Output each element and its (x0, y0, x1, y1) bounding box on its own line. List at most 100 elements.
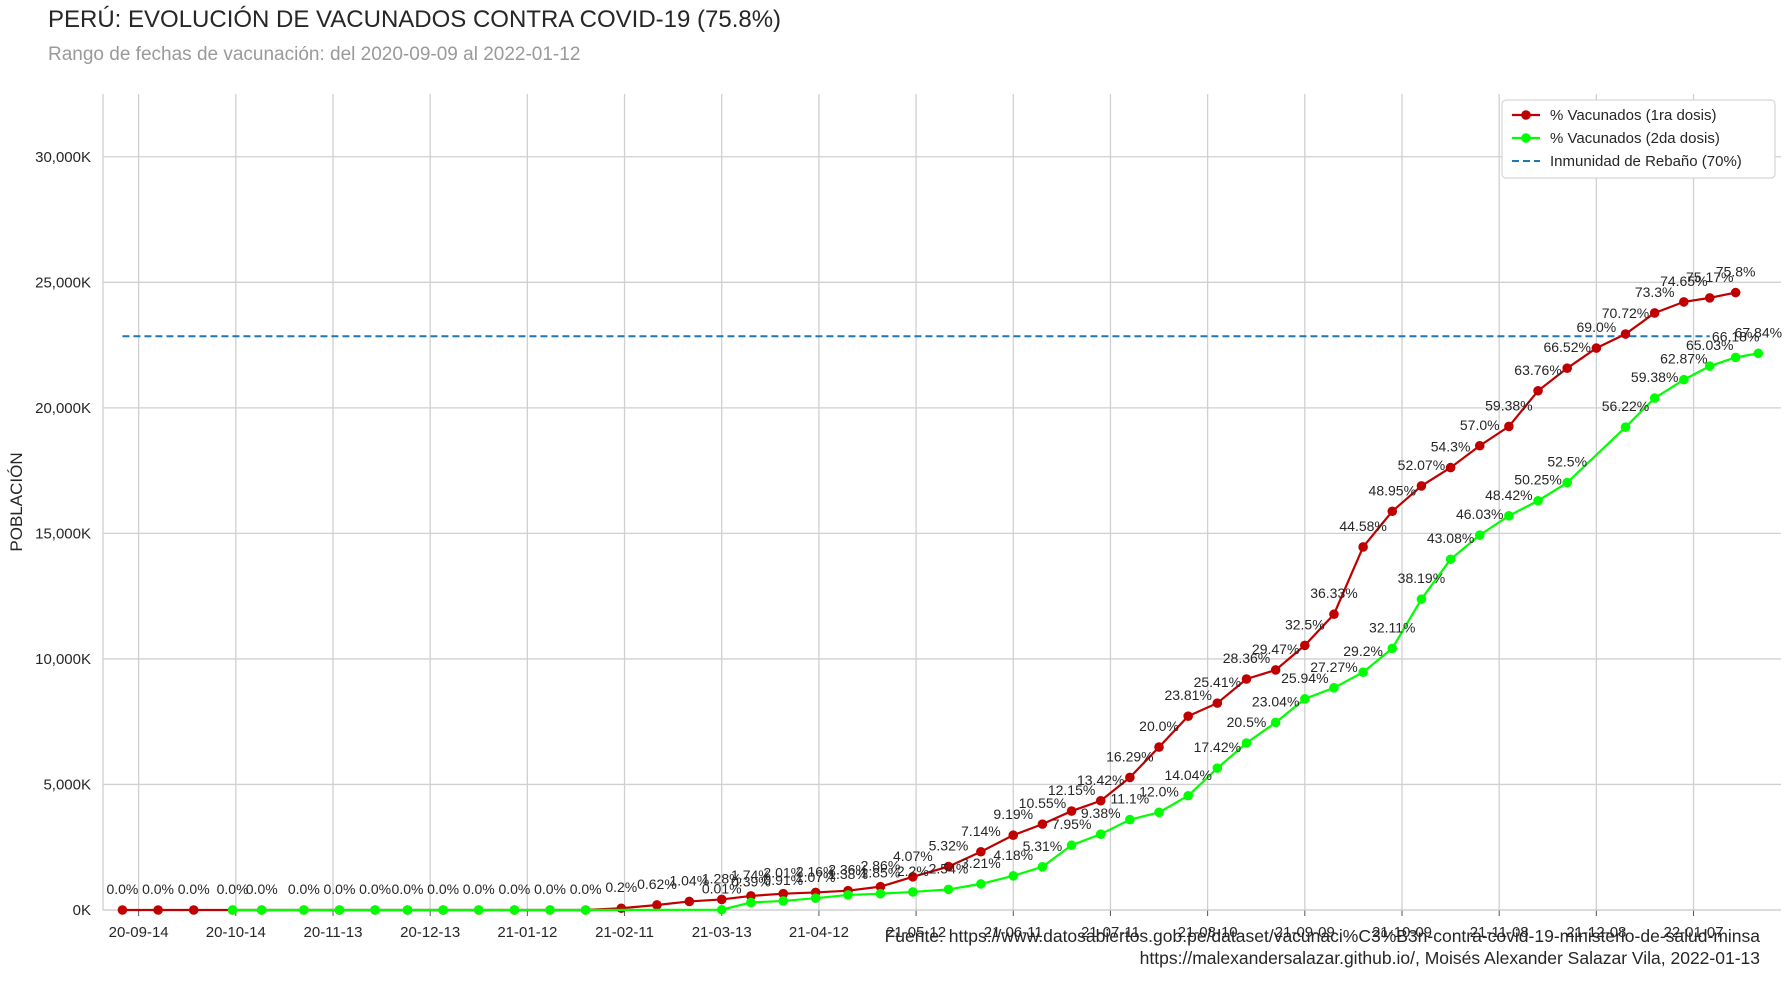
data-label-dose1: 44.58% (1339, 518, 1386, 534)
data-point-dose2 (746, 897, 756, 908)
legend-label-herd: Inmunidad de Rebaño (70%) (1550, 153, 1742, 170)
data-point-dose1 (1591, 343, 1602, 353)
data-label-dose1: 1.28% (702, 870, 742, 886)
data-label-dose2: 66.18% (1712, 328, 1759, 344)
data-label-dose1: 0.62% (637, 876, 677, 892)
data-point-dose2 (1533, 495, 1543, 506)
data-label-dose2: 14.04% (1164, 767, 1211, 783)
source-line-2: https://malexandersalazar.github.io/, Mo… (1139, 948, 1760, 968)
x-tick-label: 20-09-14 (109, 924, 169, 941)
data-point-dose2 (908, 887, 918, 897)
data-point-dose1 (1037, 819, 1048, 829)
x-tick-label: 21-02-11 (595, 924, 654, 941)
data-label-dose2: 2.2% (897, 863, 929, 879)
data-label-dose2: 50.25% (1514, 472, 1561, 488)
data-point-dose1 (1270, 665, 1281, 675)
data-label-dose1: 0.0% (246, 881, 278, 897)
data-point-dose2 (256, 905, 267, 915)
data-label-dose2: 56.22% (1602, 398, 1649, 414)
data-point-dose2 (1562, 477, 1573, 488)
data-label-dose1: 0.0% (324, 881, 356, 897)
y-axis-label: POBLACIÓN (7, 452, 26, 551)
data-point-dose1 (684, 896, 695, 907)
data-point-dose2 (1445, 554, 1456, 565)
data-point-dose1 (908, 872, 918, 882)
data-label-dose1: 0.0% (288, 881, 320, 897)
data-label-dose1: 2.16% (796, 863, 836, 879)
data-label-dose1: 66.52% (1543, 339, 1590, 355)
data-point-dose2 (438, 905, 448, 915)
data-label-dose2: 59.38% (1631, 369, 1678, 385)
data-point-dose2 (875, 888, 886, 899)
x-tick-label: 21-07-11 (1081, 924, 1140, 941)
data-label-dose2: 67.84% (1735, 324, 1782, 340)
data-point-dose1 (616, 903, 627, 914)
data-label-dose1: 25.41% (1194, 674, 1241, 690)
data-point-dose2 (1066, 840, 1077, 851)
data-label-dose1: 23.81% (1164, 687, 1211, 703)
data-label-dose2: 1.07% (796, 869, 836, 885)
data-point-dose2 (580, 905, 591, 915)
data-label-dose1: 75.17% (1686, 269, 1733, 285)
data-label-dose1: 0.0% (427, 881, 459, 897)
data-label-dose1: 0.2% (605, 879, 637, 895)
data-label-dose1: 0.0% (106, 881, 138, 897)
data-point-dose1 (1212, 698, 1223, 708)
data-point-dose2 (1125, 814, 1135, 825)
data-point-dose2 (943, 884, 954, 895)
data-label-dose2: 7.95% (1052, 816, 1092, 832)
x-tick-label: 20-10-14 (206, 924, 266, 941)
legend-box (1501, 99, 1776, 179)
data-point-dose2 (1416, 594, 1427, 604)
data-label-dose1: 0.0% (392, 881, 424, 897)
data-point-dose2 (1753, 348, 1764, 359)
data-label-dose2: 38.19% (1398, 570, 1445, 586)
data-label-dose2: 5.31% (1023, 838, 1063, 854)
data-label-dose1: 0.0% (570, 881, 602, 897)
data-label-dose1: 32.5% (1285, 616, 1325, 632)
series-line-dose1 (122, 291, 1736, 912)
data-point-dose2 (1270, 717, 1281, 728)
data-point-dose2 (1183, 790, 1193, 801)
data-point-dose1 (1649, 308, 1660, 318)
x-tick-label: 21-04-12 (789, 924, 849, 941)
data-point-dose2 (1358, 667, 1368, 678)
data-point-dose1 (1620, 329, 1631, 339)
data-point-dose2 (843, 890, 853, 900)
data-label-dose2: 1.85% (861, 865, 901, 881)
data-label-dose2: 12.0% (1139, 783, 1179, 799)
data-point-dose2 (1504, 511, 1514, 521)
data-point-dose2 (545, 905, 555, 915)
data-point-dose2 (1474, 530, 1485, 540)
x-tick-label: 21-01-12 (497, 924, 557, 941)
series-line-dose2 (232, 352, 1759, 912)
data-point-dose2 (1241, 738, 1252, 748)
data-label-dose1: 16.29% (1106, 748, 1153, 764)
data-label-dose1: 2.36% (828, 862, 868, 878)
data-point-dose1 (716, 894, 727, 905)
data-label-dose1: 9.19% (993, 806, 1033, 822)
data-label-dose1: 0.0% (359, 881, 391, 897)
data-label-dose2: 52.5% (1547, 454, 1587, 470)
data-point-dose2 (1037, 862, 1048, 872)
x-tick-label: 21-05-12 (886, 924, 946, 941)
y-tick-label: 25,000K (35, 274, 91, 291)
data-label-dose1: 10.55% (1019, 795, 1066, 811)
data-point-dose2 (716, 904, 727, 915)
data-point-dose1 (1474, 440, 1485, 451)
data-label-dose2: 20.5% (1227, 714, 1267, 730)
data-point-dose2 (509, 905, 520, 915)
data-point-dose2 (299, 905, 309, 915)
data-label-dose2: 29.2% (1343, 643, 1383, 659)
data-point-dose1 (875, 881, 886, 892)
data-label-dose2: 3.21% (961, 855, 1001, 871)
data-point-dose2 (402, 905, 413, 915)
data-label-dose1: 36.33% (1310, 585, 1357, 601)
data-point-dose2 (1300, 694, 1310, 704)
data-label-dose1: 57.0% (1460, 417, 1500, 433)
data-point-dose2 (778, 896, 789, 906)
data-label-dose2: 25.94% (1281, 670, 1328, 686)
data-point-dose1 (1241, 674, 1252, 684)
data-point-dose2 (1649, 393, 1660, 403)
